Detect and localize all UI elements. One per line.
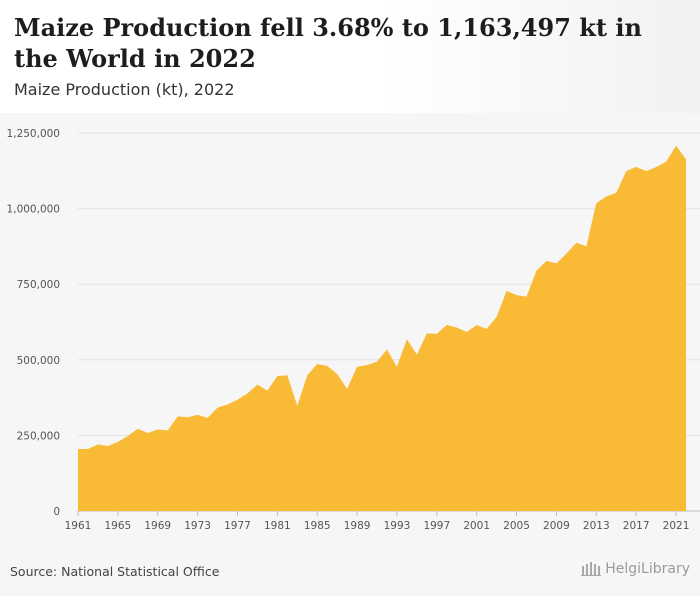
x-tick-label: 1989 bbox=[344, 520, 371, 532]
x-tick-label: 2013 bbox=[583, 520, 610, 532]
chart-subtitle: Maize Production (kt), 2022 bbox=[14, 80, 235, 99]
x-tick-label: 2017 bbox=[623, 520, 650, 532]
y-tick-label: 0 bbox=[53, 506, 60, 518]
x-axis-ticks: 1961 1965 1969 1973 1977 1981 1985 1989 1993 1997… bbox=[65, 511, 690, 532]
area-chart: 0 250,000 500,000 750,000 1,000,000 1,250,000… bbox=[7, 128, 700, 532]
x-tick-label: 2005 bbox=[503, 520, 530, 532]
y-tick-label: 250,000 bbox=[17, 430, 60, 442]
series-area bbox=[78, 145, 686, 511]
chart-area: 0 250,000 500,000 750,000 1,000,000 1,250,000… bbox=[0, 113, 700, 553]
x-tick-label: 1961 bbox=[65, 520, 92, 532]
source-note: Source: National Statistical Office bbox=[10, 564, 220, 579]
helgi-library-logo[interactable]: HelgiLibrary bbox=[581, 561, 690, 577]
maize-production-area bbox=[78, 145, 686, 511]
x-tick-label: 1993 bbox=[384, 520, 411, 532]
x-tick-label: 2009 bbox=[543, 520, 570, 532]
y-tick-label: 750,000 bbox=[17, 279, 60, 291]
x-tick-label: 1997 bbox=[423, 520, 450, 532]
logo-text: HelgiLibrary bbox=[605, 561, 690, 577]
y-tick-label: 1,000,000 bbox=[7, 204, 60, 216]
chart-title: Maize Production fell 3.68% to 1,163,497… bbox=[14, 13, 642, 73]
x-tick-label: 1969 bbox=[144, 520, 171, 532]
y-tick-label: 500,000 bbox=[17, 355, 60, 367]
x-tick-label: 2001 bbox=[463, 520, 490, 532]
library-building-icon bbox=[581, 562, 602, 576]
x-tick-label: 1973 bbox=[184, 520, 211, 532]
x-tick-label: 1981 bbox=[264, 520, 291, 532]
y-axis-ticks: 0 250,000 500,000 750,000 1,000,000 1,250,000 bbox=[7, 128, 60, 518]
x-tick-label: 1977 bbox=[224, 520, 251, 532]
y-tick-label: 1,250,000 bbox=[7, 128, 60, 140]
chart-header: Maize Production fell 3.68% to 1,163,497… bbox=[0, 0, 700, 113]
x-tick-label: 1965 bbox=[105, 520, 132, 532]
x-tick-label: 1985 bbox=[304, 520, 331, 532]
x-tick-label: 2021 bbox=[663, 520, 690, 532]
